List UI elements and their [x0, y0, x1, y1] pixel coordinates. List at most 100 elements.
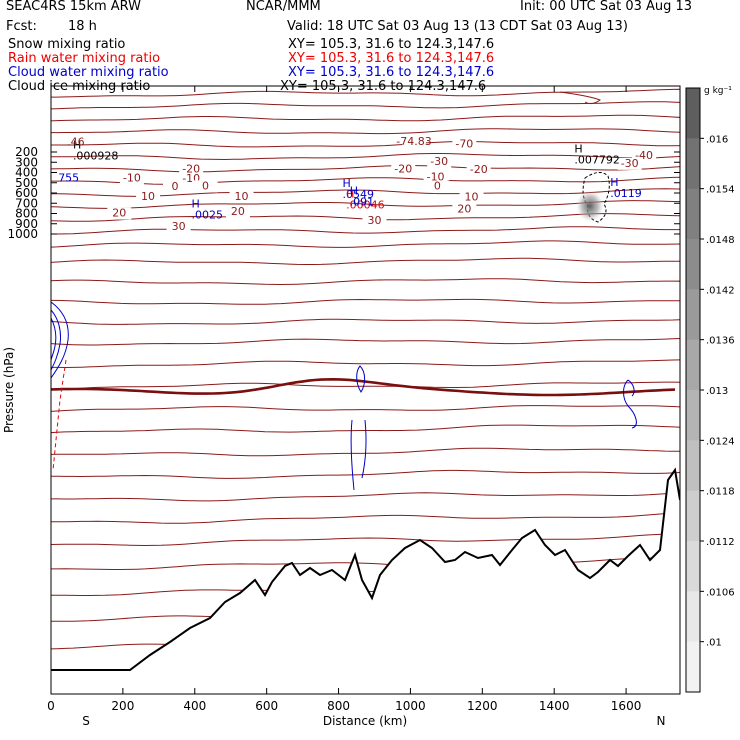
rain-water-contour	[52, 359, 67, 471]
temperature-label-bg	[225, 206, 250, 219]
y-tick-label: 600	[15, 186, 38, 200]
model-title: SEAC4RS 15km ARW	[6, 0, 142, 14]
temperature-label-bg	[459, 191, 484, 204]
temperature-label: -74.83	[396, 135, 431, 148]
x-tick-label: 1400	[539, 699, 570, 713]
terrain-layer	[51, 467, 680, 694]
x-axis-label: Distance (km)	[323, 714, 407, 728]
isotherm-line	[51, 512, 680, 524]
colorbar-tick-label: .0142	[706, 285, 735, 296]
colorbar-segment	[686, 490, 700, 542]
maximum-marker: H	[73, 139, 81, 152]
x-axis-end-label: N	[657, 714, 666, 728]
x-tick-label: 1200	[467, 699, 498, 713]
temperature-label: -10	[123, 172, 141, 185]
colorbar-tick-label: .016	[706, 134, 728, 145]
isotherm-line	[51, 128, 680, 135]
y-tick-label: 500	[15, 176, 38, 190]
temperature-label: 20	[231, 205, 245, 218]
temperature-label: -70	[455, 137, 473, 150]
isotherm-line	[51, 469, 680, 479]
cloud-water-contour	[623, 379, 637, 429]
temperature-label: -30	[621, 157, 639, 170]
isotherm-line	[51, 226, 680, 235]
temperature-label-bg	[166, 220, 191, 233]
cloud-water-contour	[356, 365, 366, 393]
isotherm-line	[51, 101, 680, 110]
colorbar-tick-label: .0112	[706, 537, 735, 548]
edge-value-label: .46	[67, 135, 85, 148]
cloud-ice-shading	[576, 190, 604, 222]
isotherm-line	[51, 533, 680, 547]
annotation-layer: -74.83 -70-40-30 -30-20 -20 -20-10 -10 -100 0 01…	[58, 135, 657, 233]
edge-value-label: 755	[58, 171, 79, 184]
terrain-line	[51, 467, 680, 671]
x-axis-start-label: S	[82, 714, 90, 728]
isotherm-line	[51, 298, 680, 305]
isotherm-line	[51, 318, 680, 325]
cloud-water-contour	[51, 309, 61, 371]
field-xy-rain: XY= 105.3, 31.6 to 124.3,147.6	[288, 51, 495, 66]
isotherm-line	[51, 381, 680, 391]
temperature-label-bg	[425, 180, 450, 193]
colorbar-unit-label: g kg⁻¹	[704, 86, 732, 96]
temperature-label: 30	[367, 214, 381, 227]
colorbar: .016 .0154 .0148 .0142 .0136 .013 .0124 .0118 .0…	[685, 86, 735, 693]
field-xy-cloud-water: XY= 105.3, 31.6 to 124.3,147.6	[288, 65, 495, 80]
cloud-water-contour	[350, 419, 367, 491]
temperature-label: -20	[394, 162, 412, 175]
maximum-marker: H	[610, 176, 618, 189]
cloud-water-contour	[51, 317, 57, 361]
isotherm-closed-contour	[559, 91, 602, 105]
y-axis-label: Pressure (hPa)	[2, 347, 16, 433]
field-xy-snow: XY= 105.3, 31.6 to 124.3,147.6	[288, 37, 495, 52]
colorbar-segment	[686, 239, 700, 290]
isotherm-line	[51, 338, 680, 346]
forecast-hour: 18 h	[68, 19, 97, 34]
temperature-label: -30	[430, 155, 448, 168]
temperature-label-bg	[427, 155, 452, 168]
isotherm-line	[51, 447, 680, 457]
temperature-label: 20	[457, 202, 471, 215]
x-tick-label: 400	[183, 699, 206, 713]
y-tick-label: 700	[15, 196, 38, 210]
y-tick-label: 200	[15, 145, 38, 159]
x-tick-label: 200	[111, 699, 134, 713]
colorbar-segment	[686, 339, 700, 391]
isotherm-line	[51, 405, 680, 412]
colorbar-tick-label: .0106	[706, 587, 735, 598]
isotherm-line	[51, 200, 680, 209]
colorbar-segment	[686, 390, 700, 441]
temperature-label: -20	[182, 163, 200, 176]
colorbar-tick-label: .0136	[706, 336, 735, 347]
valid-time-label: Valid: 18 UTC Sat 03 Aug 13 (13 CDT Sat …	[287, 19, 628, 34]
colorbar-segment	[686, 88, 700, 139]
colorbar-tick-label: .0118	[706, 487, 735, 498]
y-tick-label: 1000	[7, 227, 38, 241]
temperature-label: 0	[172, 180, 179, 193]
isotherm-line	[51, 114, 680, 122]
colorbar-segment	[686, 440, 700, 492]
isotherm-line	[51, 424, 680, 434]
isotherm-line	[51, 557, 680, 570]
colorbar-segment	[686, 188, 700, 240]
isotherm-line	[51, 141, 680, 148]
maximum-value: .0549	[343, 188, 375, 201]
isotherm-line	[51, 278, 680, 286]
x-tick-label: 1600	[611, 699, 642, 713]
temperature-label: 20	[112, 207, 126, 220]
isotherm-line	[51, 359, 680, 369]
isotherm-line	[51, 492, 680, 502]
field-name-snow: Snow mixing ratio	[8, 37, 126, 52]
maximum-marker: H	[343, 177, 351, 190]
colorbar-tick-label: .01	[706, 638, 722, 649]
x-tick-label: 600	[255, 699, 278, 713]
isotherm-line	[51, 257, 680, 265]
isotherm-line	[51, 165, 680, 173]
temperature-label-bg	[402, 135, 427, 148]
temperature-label: 10	[234, 190, 248, 203]
isotherm-line	[51, 88, 680, 98]
y-tick-label: 800	[15, 207, 38, 221]
